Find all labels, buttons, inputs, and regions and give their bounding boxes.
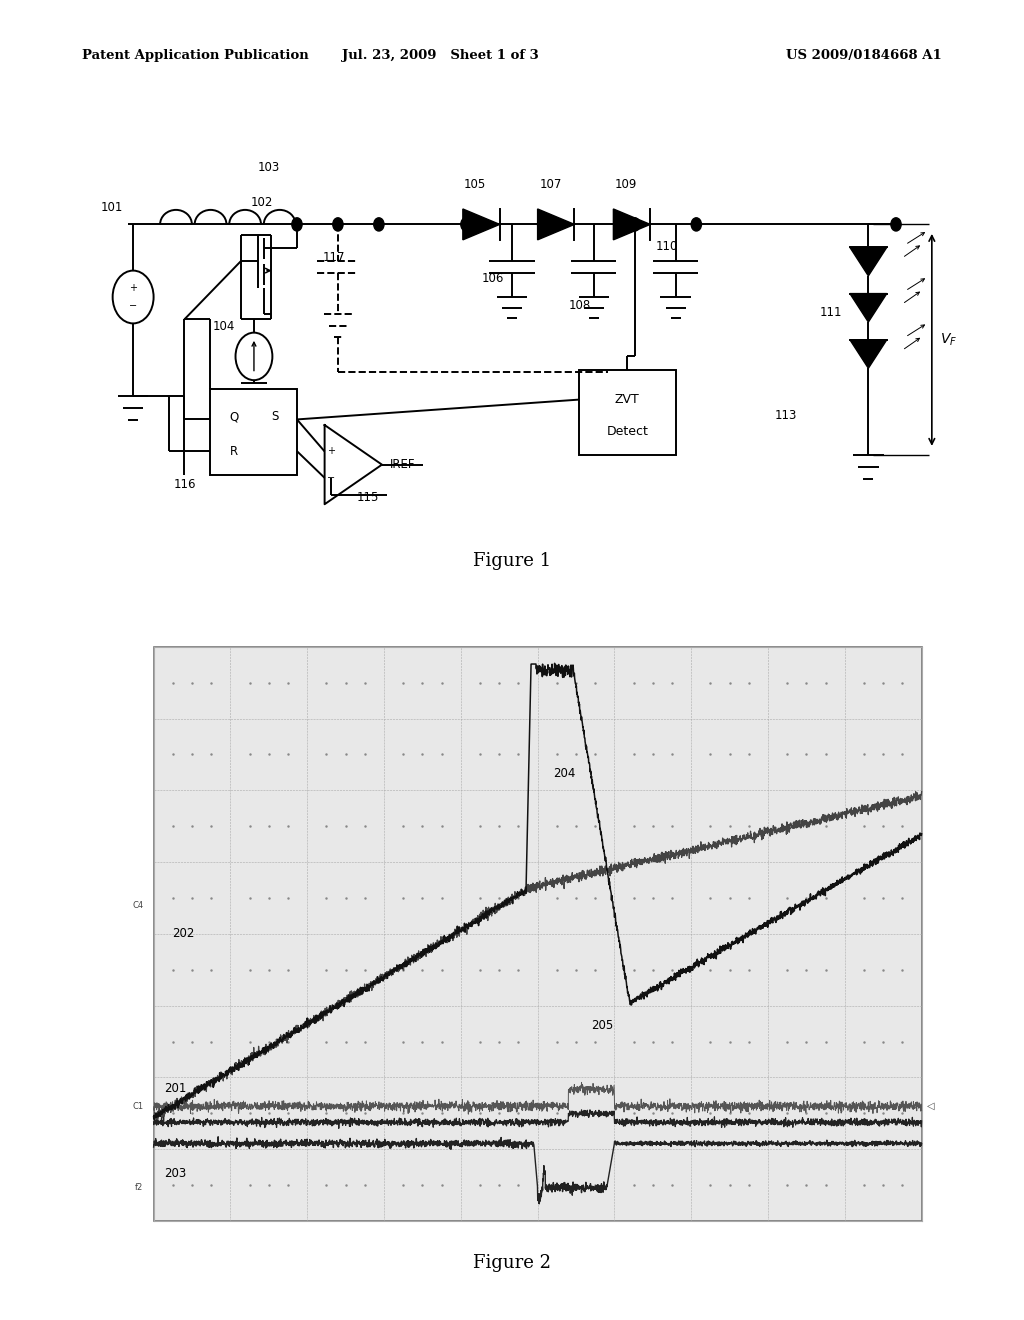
Polygon shape [850, 339, 887, 368]
Text: 117: 117 [323, 251, 345, 264]
Polygon shape [613, 209, 650, 240]
Text: +: + [327, 446, 335, 457]
Text: Patent Application Publication: Patent Application Publication [82, 49, 308, 62]
Circle shape [614, 218, 625, 231]
Text: 201: 201 [164, 1082, 186, 1096]
Text: 107: 107 [540, 178, 562, 191]
Text: 113: 113 [775, 409, 798, 422]
Circle shape [461, 218, 471, 231]
Text: ZVT: ZVT [614, 393, 640, 407]
Text: IREF: IREF [390, 458, 416, 471]
Circle shape [292, 218, 302, 231]
Text: C4: C4 [132, 900, 143, 909]
Text: −: − [327, 473, 335, 483]
Text: 111: 111 [819, 306, 842, 319]
Text: Figure 2: Figure 2 [473, 1254, 551, 1272]
Text: f2: f2 [135, 1183, 143, 1192]
Text: Q: Q [229, 411, 239, 424]
Text: 205: 205 [592, 1019, 613, 1032]
Text: 109: 109 [614, 178, 637, 191]
Polygon shape [850, 247, 887, 276]
Text: 101: 101 [100, 201, 123, 214]
Text: 104: 104 [213, 319, 236, 333]
Text: 204: 204 [553, 767, 575, 780]
Text: Jul. 23, 2009   Sheet 1 of 3: Jul. 23, 2009 Sheet 1 of 3 [342, 49, 539, 62]
Circle shape [630, 218, 640, 231]
Polygon shape [850, 293, 887, 322]
Text: US 2009/0184668 A1: US 2009/0184668 A1 [786, 49, 942, 62]
Text: 102: 102 [251, 195, 273, 209]
Text: 110: 110 [655, 240, 678, 253]
Text: R: R [230, 445, 239, 458]
Text: Detect: Detect [606, 425, 648, 438]
Polygon shape [463, 209, 500, 240]
Text: 105: 105 [464, 178, 486, 191]
Text: $V_F$: $V_F$ [940, 331, 957, 348]
Text: 203: 203 [164, 1167, 186, 1180]
Text: S: S [271, 411, 279, 424]
Text: Figure 1: Figure 1 [473, 552, 551, 570]
Circle shape [891, 218, 901, 231]
Text: 103: 103 [258, 161, 281, 174]
Text: 116: 116 [174, 478, 197, 491]
Text: C1: C1 [132, 1102, 143, 1110]
Text: 106: 106 [481, 272, 504, 285]
Polygon shape [538, 209, 574, 240]
FancyBboxPatch shape [210, 389, 297, 475]
Text: 202: 202 [172, 928, 195, 940]
Text: −: − [129, 301, 137, 312]
FancyBboxPatch shape [579, 370, 676, 455]
Text: 108: 108 [568, 298, 591, 312]
Text: 115: 115 [356, 491, 379, 504]
Circle shape [333, 218, 343, 231]
Circle shape [538, 218, 548, 231]
Bar [154, 647, 922, 1221]
Text: ◁: ◁ [927, 1101, 934, 1111]
Circle shape [374, 218, 384, 231]
Text: +: + [129, 282, 137, 293]
Circle shape [691, 218, 701, 231]
